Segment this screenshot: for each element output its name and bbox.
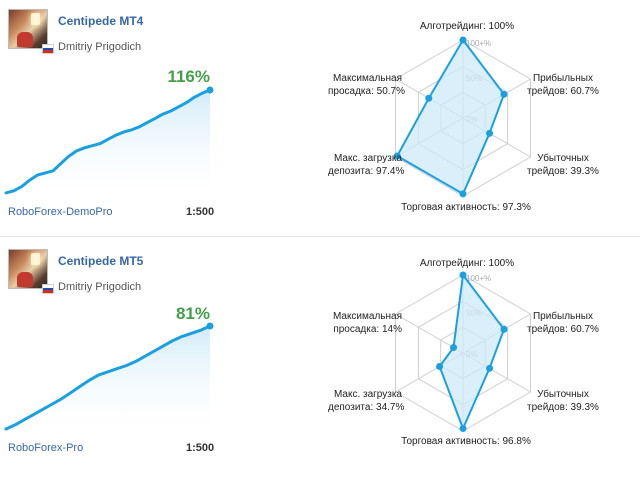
russia-flag-icon: [42, 284, 54, 294]
signal-card-mt5[interactable]: Centipede MT5 Dmitriy Prigodich 81% Robo…: [0, 240, 640, 480]
avatar[interactable]: [8, 249, 48, 289]
radar-point-deposit-load: [393, 152, 401, 160]
radar-point-max-drawdown: [450, 344, 458, 352]
growth-value: 116%: [167, 67, 210, 86]
card-divider: [0, 236, 640, 237]
radar-label-algotrading: Алготрейдинг: 100%: [419, 258, 515, 269]
equity-end-point: [206, 322, 214, 330]
avatar[interactable]: [8, 9, 48, 49]
equity-line: [4, 324, 212, 431]
radar-chart: 100+%50%0%: [395, 271, 531, 433]
radar-value-area: [396, 39, 505, 195]
signal-title[interactable]: Centipede MT4: [58, 14, 144, 28]
broker-name[interactable]: RoboForex-Pro: [8, 442, 84, 454]
radar-label-algotrading: Алготрейдинг: 100%: [419, 21, 515, 32]
equity-chart: [4, 86, 214, 195]
russia-flag-icon: [42, 44, 54, 54]
radar-point-max-drawdown: [425, 94, 433, 102]
broker-name[interactable]: RoboForex-DemoPro: [8, 206, 113, 218]
radar-point-activity: [459, 425, 467, 433]
leverage-value: 1:500: [186, 442, 215, 454]
radar-scale-label: 100+%: [466, 274, 491, 283]
radar-point-activity: [459, 190, 467, 198]
radar-label-loss-trades: Убыточных трейдов: 39.3%: [527, 153, 599, 177]
radar-point-profit-trades: [500, 325, 508, 333]
radar-point-deposit-load: [436, 363, 444, 371]
radar-scale-label: 100+%: [466, 39, 491, 48]
leverage-value: 1:500: [186, 206, 215, 218]
radar-label-max-drawdown: Максимальная просадка: 14%: [332, 311, 402, 335]
radar-point-loss-trades: [486, 364, 494, 372]
radar-label-deposit-load: Макс. загрузка депозита: 34.7%: [328, 389, 405, 413]
equity-end-point: [206, 86, 214, 94]
radar-point-loss-trades: [486, 129, 494, 137]
radar-label-loss-trades: Убыточных трейдов: 39.3%: [527, 389, 599, 413]
radar-label-deposit-load: Макс. загрузка депозита: 97.4%: [328, 153, 405, 177]
radar-label-max-drawdown: Максимальная просадка: 50.7%: [328, 73, 406, 97]
radar-value-area: [438, 274, 505, 430]
radar-label-profit-trades: Прибыльных трейдов: 60.7%: [527, 311, 599, 335]
radar-chart: 100+%50%0%: [393, 36, 531, 198]
radar-label-profit-trades: Прибыльных трейдов: 60.7%: [527, 73, 599, 97]
equity-chart: [4, 322, 214, 431]
radar-point-algotrading: [459, 36, 467, 44]
equity-area: [6, 326, 210, 430]
equity-line: [4, 88, 212, 195]
author-name[interactable]: Dmitriy Prigodich: [58, 281, 142, 293]
radar-point-profit-trades: [500, 90, 508, 98]
radar-label-activity: Торговая активность: 97.3%: [401, 202, 531, 213]
radar-label-activity: Торговая активность: 96.8%: [401, 436, 531, 447]
growth-value: 81%: [175, 304, 210, 323]
radar-point-algotrading: [459, 271, 467, 279]
signal-card-mt4[interactable]: Centipede MT4 Dmitriy Prigodich 116% Rob…: [0, 0, 640, 235]
author-name[interactable]: Dmitriy Prigodich: [58, 41, 142, 53]
signal-title[interactable]: Centipede MT5: [58, 254, 144, 268]
